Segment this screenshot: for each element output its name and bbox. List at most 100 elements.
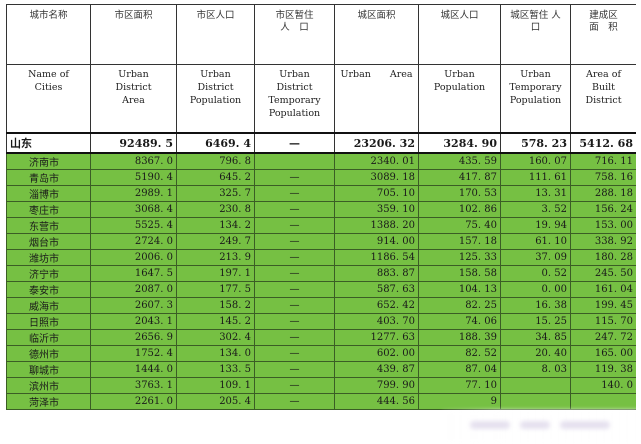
table-cell: 9 (418, 393, 501, 410)
table-cell: 165. 00 (570, 345, 636, 362)
city-name: 泰安市 (6, 281, 91, 298)
table-cell: 652. 42 (334, 297, 419, 314)
total-cell: 3284. 90 (418, 132, 501, 154)
table-cell: 2989. 1 (90, 185, 177, 202)
column-header-en: Urban District Temporary Population (254, 64, 335, 134)
table-cell: 153. 00 (570, 217, 636, 234)
table-cell: 3763. 1 (90, 377, 177, 394)
table-cell: 403. 70 (334, 313, 419, 330)
city-name: 威海市 (6, 297, 91, 314)
column-header-cn: 城区暂住 人口 (500, 4, 571, 65)
table-cell: 145. 2 (176, 313, 255, 330)
table-cell: 2656. 9 (90, 329, 177, 346)
table-cell: 288. 18 (570, 185, 636, 202)
table-cell: 2006. 0 (90, 249, 177, 266)
table-cell: 77. 10 (418, 377, 501, 394)
city-name: 临沂市 (6, 329, 91, 346)
city-name: 枣庄市 (6, 201, 91, 218)
table-cell: 883. 87 (334, 265, 419, 282)
header-row-english: Name of Cities Urban District Area Urban Distr… (6, 64, 636, 134)
total-cell: 5412. 68 (570, 132, 636, 154)
table-cell: 914. 00 (334, 233, 419, 250)
table-cell: 134. 2 (176, 217, 255, 234)
column-header-cn: 市区暂住人 口 (254, 4, 335, 65)
table-row: 日照市 2043. 1 145. 2—403. 70 74. 06 15. 25 115.… (6, 313, 636, 330)
total-cell: 23206. 32 (334, 132, 419, 154)
table-cell: 359. 10 (334, 201, 419, 218)
table-cell: 102. 86 (418, 201, 501, 218)
table-cell: 160. 07 (500, 152, 571, 170)
table-cell: 134. 0 (176, 345, 255, 362)
table-row: 聊城市 1444. 0 133. 5—439. 87 87. 04 8. 03 119. … (6, 361, 636, 378)
table-cell: 245. 50 (570, 265, 636, 282)
city-name: 菏泽市 (6, 393, 91, 410)
table-cell: — (254, 329, 335, 346)
table-cell: 2607. 3 (90, 297, 177, 314)
watermark-mark (560, 421, 610, 429)
table-cell: — (254, 281, 335, 298)
table-cell: 716. 11 (570, 152, 636, 170)
city-name: 德州市 (6, 345, 91, 362)
table-cell: 230. 8 (176, 201, 255, 218)
table-cell: — (254, 169, 335, 186)
table-cell: 3068. 4 (90, 201, 177, 218)
table-cell: 197. 1 (176, 265, 255, 282)
table-cell (500, 393, 571, 410)
city-statistics-table: 城市名称 市区面积 市区人口 市区暂住人 口城区面积 城区人口 城区暂住 人口建成区面 积… (6, 4, 636, 410)
table-cell: — (254, 345, 335, 362)
table-cell: 82. 52 (418, 345, 501, 362)
table-cell: 205. 4 (176, 393, 255, 410)
column-header-cn: 城区人口 (418, 4, 501, 65)
table-cell: 799. 90 (334, 377, 419, 394)
table-row: 滨州市 3763. 1 109. 1—799. 90 77. 10 140. 0 (6, 377, 636, 394)
column-header-en: Name of Cities (6, 64, 91, 134)
total-cell: 578. 23 (500, 132, 571, 154)
table-cell: 140. 0 (570, 377, 636, 394)
total-cell: 6469. 4 (176, 132, 255, 154)
table-cell: 133. 5 (176, 361, 255, 378)
table-cell: 2340. 01 (334, 152, 419, 170)
city-name: 日照市 (6, 313, 91, 330)
table-cell: 587. 63 (334, 281, 419, 298)
table-cell: 2043. 1 (90, 313, 177, 330)
table-cell: 20. 40 (500, 345, 571, 362)
table-cell: 125. 33 (418, 249, 501, 266)
table-cell: 180. 28 (570, 249, 636, 266)
table-cell: 1752. 4 (90, 345, 177, 362)
table-cell: — (254, 249, 335, 266)
table-cell: 34. 85 (500, 329, 571, 346)
table-cell: — (254, 201, 335, 218)
table-cell: 5525. 4 (90, 217, 177, 234)
table-cell: 796. 8 (176, 152, 255, 170)
table-row: 淄博市 2989. 1 325. 7—705. 10 170. 53 13. 31 288… (6, 185, 636, 202)
city-name: 东营市 (6, 217, 91, 234)
table-row: 济南市 8367. 0 796. 8 2340. 01 435. 59 160. 07 71… (6, 152, 636, 170)
table-cell: 3. 52 (500, 201, 571, 218)
table-cell: 249. 7 (176, 233, 255, 250)
table-cell: — (254, 265, 335, 282)
table-cell: 247. 72 (570, 329, 636, 346)
table-cell: — (254, 185, 335, 202)
total-cell: — (254, 132, 335, 154)
table-cell: 158. 2 (176, 297, 255, 314)
province-total-row: 山东 92489. 5 6469. 4—23206. 32 3284. 90 578. … (6, 132, 636, 154)
table-cell: 2087. 0 (90, 281, 177, 298)
column-header-cn: 市区面积 (90, 4, 177, 65)
table-cell: 2724. 0 (90, 233, 177, 250)
table-cell: 417. 87 (418, 169, 501, 186)
table-cell: 8. 03 (500, 361, 571, 378)
table-cell (500, 377, 571, 394)
table-cell: 119. 38 (570, 361, 636, 378)
table-cell: 0. 00 (500, 281, 571, 298)
table-cell: — (254, 313, 335, 330)
table-cell: 82. 25 (418, 297, 501, 314)
table-cell: 104. 13 (418, 281, 501, 298)
table-cell: 213. 9 (176, 249, 255, 266)
table-cell: 75. 40 (418, 217, 501, 234)
table-cell: 199. 45 (570, 297, 636, 314)
table-row: 德州市 1752. 4 134. 0—602. 00 82. 52 20. 40 165.… (6, 345, 636, 362)
table-cell: 444. 56 (334, 393, 419, 410)
column-header-en: Urban District Area (90, 64, 177, 134)
table-cell: — (254, 361, 335, 378)
table-row: 临沂市 2656. 9 302. 4—1277. 63 188. 39 34. 85 24… (6, 329, 636, 346)
